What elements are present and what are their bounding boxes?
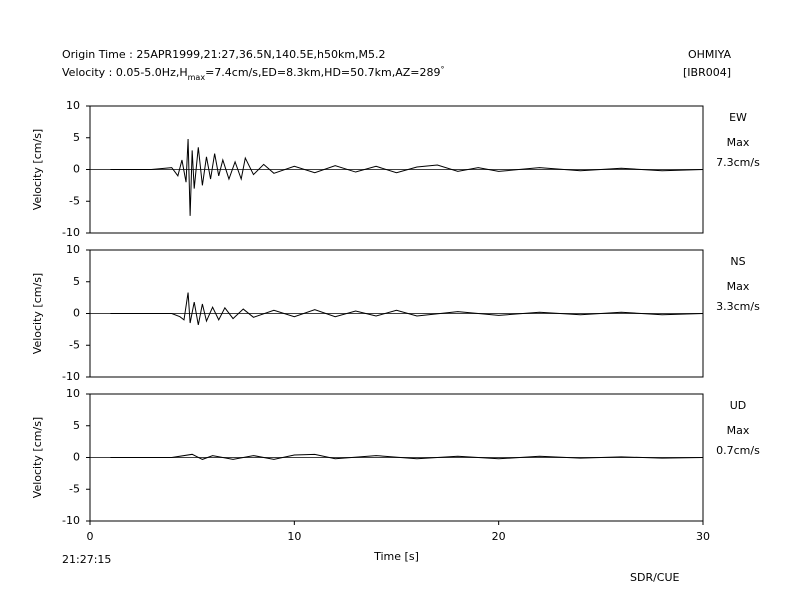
max-value: 3.3cm/s — [716, 300, 760, 313]
y-axis-label: Velocity [cm/s] — [31, 129, 44, 210]
station: OHMIYA — [688, 48, 732, 61]
waveform — [110, 138, 704, 216]
velocity-text: =7.4cm/s,ED=8.3km,HD=50.7km,AZ=289 — [205, 66, 440, 79]
station-code: [IBR004] — [683, 66, 731, 79]
waveform — [110, 453, 704, 460]
max-label: Max — [727, 424, 750, 437]
component: NS — [730, 255, 745, 268]
velocity-line: Velocity : 0.05-5.0Hz,Hmax=7.4cm/s,ED=8.… — [62, 65, 445, 82]
x-tick-label: 20 — [492, 530, 506, 543]
y-tick-label: 10 — [66, 243, 80, 256]
y-tick-label: 0 — [73, 451, 80, 464]
max-value: 0.7cm/s — [716, 444, 760, 457]
y-tick-label: -5 — [69, 194, 80, 207]
max-label: Max — [727, 280, 750, 293]
y-tick-label: 5 — [73, 131, 80, 144]
y-axis-label: Velocity [cm/s] — [31, 417, 44, 498]
waveform — [110, 292, 704, 326]
component: UD — [730, 399, 747, 412]
origin-line: Origin Time : 25APR1999,21:27,36.5N,140.… — [62, 48, 386, 61]
y-tick-label: 0 — [73, 163, 80, 176]
y-tick-label: 0 — [73, 307, 80, 320]
velocity-deg: ° — [441, 65, 445, 74]
velocity-sub: max — [188, 73, 206, 82]
y-tick-label: -10 — [62, 370, 80, 383]
x-tick-label: 30 — [696, 530, 710, 543]
y-tick-label: 10 — [66, 387, 80, 400]
y-tick-label: 5 — [73, 419, 80, 432]
x-tick-label: 10 — [287, 530, 301, 543]
y-tick-label: 5 — [73, 275, 80, 288]
y-tick-label: 10 — [66, 99, 80, 112]
max-label: Max — [727, 136, 750, 149]
component: EW — [729, 111, 747, 124]
y-tick-label: -5 — [69, 482, 80, 495]
start-time: 21:27:15 — [62, 553, 111, 566]
max-value: 7.3cm/s — [716, 156, 760, 169]
x-tick-label: 0 — [87, 530, 94, 543]
footer: SDR/CUE — [630, 571, 680, 584]
y-tick-label: -10 — [62, 514, 80, 527]
y-tick-label: -10 — [62, 226, 80, 239]
y-tick-label: -5 — [69, 338, 80, 351]
velocity-text: Velocity : 0.05-5.0Hz,H — [62, 66, 188, 79]
x-axis-label: Time [s] — [373, 550, 419, 563]
y-axis-label: Velocity [cm/s] — [31, 273, 44, 354]
